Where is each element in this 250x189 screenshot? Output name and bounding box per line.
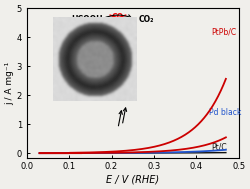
Text: PtPb/C: PtPb/C [88, 91, 114, 100]
Y-axis label: j / A mg⁻¹: j / A mg⁻¹ [5, 61, 14, 105]
Text: PtPb/C: PtPb/C [211, 27, 236, 36]
Text: PtPb/C: PtPb/C [74, 88, 103, 97]
Text: CO: CO [112, 13, 124, 22]
Text: Pt/C: Pt/C [211, 142, 227, 151]
Text: HCOOH: HCOOH [71, 15, 103, 24]
Text: CO₂: CO₂ [139, 15, 154, 24]
Text: Pd black: Pd black [209, 108, 241, 117]
X-axis label: E / V (RHE): E / V (RHE) [106, 174, 159, 184]
